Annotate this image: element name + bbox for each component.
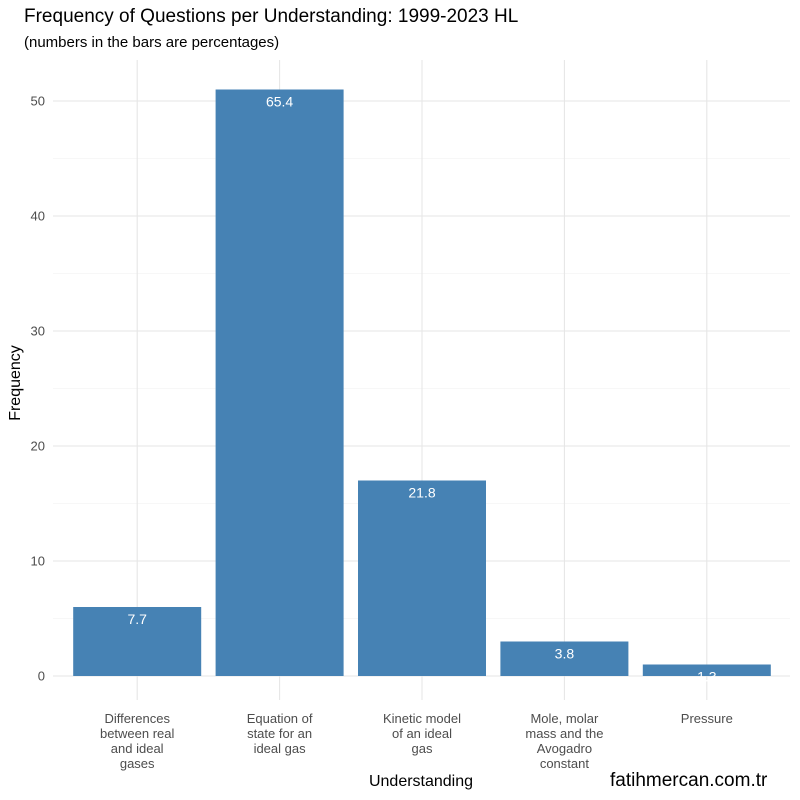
bar bbox=[215, 89, 344, 676]
x-axis-label: Understanding bbox=[368, 773, 474, 790]
y-tick-label: 30 bbox=[31, 324, 45, 339]
bar-value-label: 7.7 bbox=[127, 611, 147, 627]
bar bbox=[358, 480, 486, 676]
bar-value-label: 1.3 bbox=[697, 669, 717, 685]
bar-value-label: 21.8 bbox=[408, 485, 435, 501]
y-tick-label: 50 bbox=[31, 94, 45, 109]
bar-value-label: 3.8 bbox=[555, 646, 575, 662]
source-credit: fatihmercan.com.tr bbox=[610, 770, 768, 791]
x-tick-label: Differences between real and ideal gases bbox=[100, 711, 175, 771]
x-tick-label: Pressure bbox=[681, 711, 733, 726]
bar-value-label: 65.4 bbox=[266, 94, 293, 110]
x-tick-label: Equation of state for an ideal gas bbox=[247, 711, 313, 756]
bar bbox=[642, 664, 771, 676]
chart-title: Frequency of Questions per Understanding… bbox=[24, 6, 519, 27]
x-tick-label: Kinetic model of an ideal gas bbox=[383, 711, 461, 756]
x-tick-label: Mole, molar mass and the Avogadro constant bbox=[525, 711, 603, 771]
bar bbox=[73, 607, 202, 676]
y-tick-label: 10 bbox=[31, 554, 45, 569]
y-tick-label: 20 bbox=[31, 439, 45, 454]
bar bbox=[500, 641, 629, 676]
y-tick-label: 40 bbox=[31, 209, 45, 224]
y-tick-label: 0 bbox=[38, 669, 45, 684]
y-axis-label: Frequency bbox=[7, 345, 24, 421]
chart-subtitle: (numbers in the bars are percentages) bbox=[24, 34, 280, 51]
